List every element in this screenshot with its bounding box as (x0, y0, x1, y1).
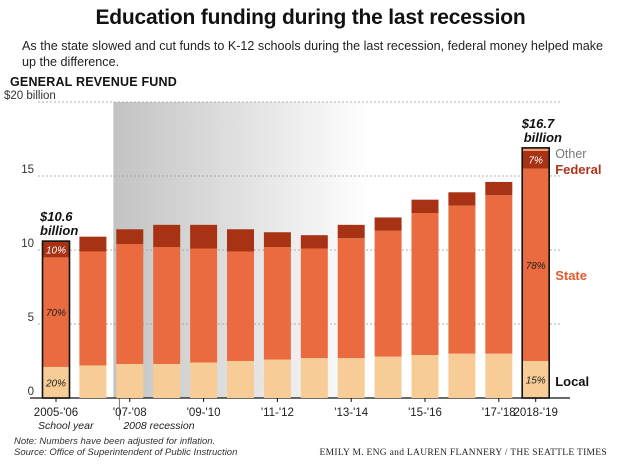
x-tick-label: '07-'08 (113, 407, 147, 419)
bar-segment-federal (79, 236, 107, 252)
x-tick-label: 2005-'06 (34, 407, 78, 419)
y-tick-label: 0 (28, 386, 34, 398)
chart-subtitle: As the state slowed and cut funds to K-1… (22, 39, 604, 69)
bar-segment-local (522, 361, 550, 398)
bar-segment-local (227, 361, 254, 398)
x-sub-label: School year (38, 420, 94, 432)
bar-segment-state (374, 230, 402, 357)
x-tick-label: '13-'14 (334, 407, 368, 419)
y-tick-label: 10 (21, 238, 34, 250)
x-tick-label: '17-'18 (482, 407, 516, 419)
last-state-pct: 78% (526, 261, 546, 272)
bar-segment-local (116, 363, 144, 398)
bar-segment-federal (374, 217, 402, 231)
bar-segment-local (337, 358, 365, 398)
bar-segment-federal (300, 235, 328, 249)
bar-segment-local (300, 358, 328, 398)
bar-segment-local (411, 355, 439, 398)
last-federal-pct: 7% (528, 156, 543, 167)
x-tick-label: '09-'10 (187, 407, 221, 419)
first-total-value: $10.6 (39, 209, 73, 224)
legend-local: Local (555, 374, 589, 389)
x-tick-label: '15-'16 (408, 407, 442, 419)
first-federal-pct: 10% (46, 245, 66, 256)
bar-segment-federal (227, 229, 254, 252)
bar-segment-state (79, 251, 107, 366)
bar-segment-federal (190, 224, 218, 249)
bar-segment-local (263, 359, 291, 398)
bar-segment-other (522, 147, 550, 151)
last-total-value: $16.7 (521, 116, 555, 131)
bar-segment-state (522, 168, 550, 361)
bar-segment-federal (42, 241, 70, 258)
first-total-unit: billion (40, 223, 78, 238)
bar-segment-local (448, 353, 476, 398)
bar-segment-federal (337, 224, 365, 239)
bar-segment-local (79, 365, 107, 398)
last-local-pct: 15% (526, 376, 546, 387)
bar-segment-federal (116, 229, 144, 245)
bar-segment-local (153, 363, 181, 398)
legend-federal: Federal (555, 162, 601, 177)
bar-segment-state (116, 244, 144, 364)
first-state-pct: 70% (46, 308, 66, 319)
bar-segment-state (263, 247, 291, 360)
bar-segment-state (485, 195, 513, 354)
last-total-unit: billion (524, 130, 562, 145)
bar-segment-state (190, 248, 218, 363)
y-tick-label: $20 billion (4, 90, 56, 102)
credit-text: EMILY M. ENG and LAUREN FLANNERY / THE S… (319, 448, 607, 458)
bar-segment-state (300, 248, 328, 359)
recession-label: 2008 recession (122, 420, 194, 432)
first-local-pct: 20% (45, 378, 66, 389)
bar-segment-federal (411, 199, 439, 213)
note-text: Note: Numbers have been adjusted for inf… (14, 436, 216, 447)
legend-other: Other (555, 147, 586, 161)
y-tick-label: 15 (21, 164, 34, 176)
source-text: Source: Office of Superintendent of Publ… (14, 447, 238, 458)
x-tick-label: 2018-'19 (513, 407, 557, 419)
bar-segment-local (374, 356, 402, 398)
bar-segment-federal (448, 192, 476, 206)
bar-segment-federal (522, 150, 550, 169)
bar-segment-federal (485, 181, 513, 196)
bar-segment-local (42, 366, 70, 398)
footer-note: Note: Numbers have been adjusted for inf… (14, 436, 237, 458)
bar-segment-local (190, 362, 218, 398)
x-tick-label: '11-'12 (261, 407, 294, 419)
section-label: GENERAL REVENUE FUND (10, 75, 177, 89)
y-tick-label: 5 (28, 312, 34, 324)
chart-title: Education funding during the last recess… (95, 6, 526, 29)
legend-state: State (555, 268, 587, 283)
bar-segment-state (227, 251, 254, 361)
bar-segment-state (411, 213, 439, 356)
bar-segment-state (448, 205, 476, 354)
bar-segment-federal (263, 232, 291, 248)
bar-segment-local (485, 353, 513, 398)
bar-segment-state (42, 257, 70, 367)
bar-segment-federal (153, 224, 181, 248)
bar-segment-state (337, 238, 365, 359)
bar-segment-state (153, 247, 181, 364)
